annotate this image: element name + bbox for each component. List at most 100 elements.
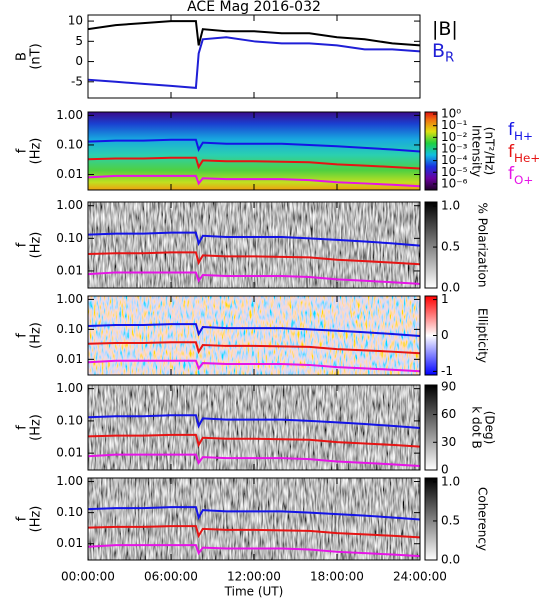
legend-name: f bbox=[508, 120, 515, 140]
plot-frame bbox=[87, 111, 421, 191]
frequency-line bbox=[88, 138, 420, 153]
y-tick-label: 0.10 bbox=[56, 231, 83, 245]
spectrogram-image bbox=[88, 296, 420, 375]
frequency-line bbox=[88, 174, 420, 188]
frequency-line bbox=[88, 414, 420, 430]
frequency-line bbox=[88, 453, 420, 467]
frequency-line bbox=[88, 251, 420, 266]
colorbar-tick-label: 1 bbox=[441, 292, 449, 306]
legend-label: BR bbox=[432, 40, 454, 66]
colorbar-label: % Polarization bbox=[476, 203, 490, 288]
colorbar bbox=[424, 111, 438, 191]
colorbar bbox=[424, 201, 438, 289]
y-axis-label: B bbox=[15, 52, 30, 61]
frequency-line bbox=[88, 156, 420, 170]
colorbar-tick-label: 10⁻² bbox=[441, 130, 468, 144]
colorbar-label: (Deg) bbox=[483, 411, 497, 445]
plot-frame bbox=[87, 384, 421, 471]
colorbar-tick-label: 10⁻⁴ bbox=[441, 153, 468, 167]
y-axis-label: (Hz) bbox=[29, 232, 44, 259]
frequency-line bbox=[88, 231, 420, 247]
plot-frame bbox=[87, 477, 421, 561]
frequency-line bbox=[88, 341, 420, 355]
frequency-line bbox=[88, 359, 420, 373]
frequency-line bbox=[88, 506, 420, 521]
x-tick-label: 18:00:00 bbox=[310, 570, 364, 584]
y-tick-label: 0.10 bbox=[56, 137, 83, 151]
y-tick-label: 1.00 bbox=[56, 474, 83, 488]
y-tick-label: 10 bbox=[68, 14, 83, 28]
y-tick-label: 0.01 bbox=[56, 263, 83, 277]
frequency-line bbox=[88, 433, 420, 448]
y-tick-label: 1.00 bbox=[56, 108, 83, 122]
y-tick-label: 5 bbox=[75, 34, 83, 48]
colorbar-tick-label: 60 bbox=[441, 407, 456, 421]
y-tick-label: 0.01 bbox=[56, 352, 83, 366]
spectrogram-image bbox=[88, 385, 420, 470]
chart-title: ACE Mag 2016-032 bbox=[187, 0, 321, 15]
y-axis-label: (Hz) bbox=[29, 138, 44, 165]
colorbar-tick-label: 30 bbox=[441, 435, 456, 449]
colorbar-tick-label: 10⁻³ bbox=[441, 141, 468, 155]
spectrogram-image bbox=[88, 478, 420, 560]
plot-frame bbox=[87, 14, 421, 99]
y-tick-label: 1.00 bbox=[56, 381, 83, 395]
y-tick-label: 0.01 bbox=[56, 446, 83, 460]
x-tick-label: 12:00:00 bbox=[227, 570, 281, 584]
y-axis-label: f bbox=[15, 242, 30, 247]
y-axis-label: (Hz) bbox=[29, 506, 44, 533]
y-axis-label: f bbox=[15, 148, 30, 153]
colorbar-tick-label: 1.0 bbox=[441, 199, 460, 213]
colorbar-label: Coherency bbox=[476, 487, 490, 551]
y-tick-label: 1.00 bbox=[56, 198, 83, 212]
colorbar-tick-label: 0 bbox=[441, 463, 449, 477]
y-tick-label: 0.10 bbox=[56, 413, 83, 427]
y-axis-label: f bbox=[15, 425, 30, 430]
y-tick-label: 0.10 bbox=[56, 322, 83, 336]
x-tick-label: 24:00:00 bbox=[393, 570, 447, 584]
legend-name: |B| bbox=[432, 18, 458, 40]
plot-frame bbox=[87, 295, 421, 376]
colorbar-tick-label: 0.0 bbox=[441, 553, 460, 567]
legend-label: fHe+ bbox=[508, 142, 540, 164]
colorbar bbox=[424, 477, 438, 561]
legend-subscript: H+ bbox=[514, 128, 533, 142]
legend-name: f bbox=[508, 142, 515, 162]
x-tick-label: 00:00:00 bbox=[61, 570, 115, 584]
series-line bbox=[88, 36, 420, 89]
colorbar-tick-label: 0 bbox=[441, 328, 449, 342]
legend-subscript: He+ bbox=[514, 150, 540, 164]
x-tick-label: 06:00:00 bbox=[144, 570, 198, 584]
legend-name: f bbox=[508, 164, 515, 184]
colorbar-tick-label: 10⁻⁶ bbox=[441, 176, 468, 190]
y-tick-label: 0 bbox=[75, 54, 83, 68]
spectrogram-image bbox=[88, 202, 420, 288]
y-axis-label: (Hz) bbox=[29, 322, 44, 349]
colorbar-tick-label: 0.5 bbox=[441, 240, 460, 254]
legend-label: fH+ bbox=[508, 120, 533, 142]
frequency-line bbox=[88, 525, 420, 539]
colorbar bbox=[424, 384, 438, 471]
colorbar-tick-label: 10⁰ bbox=[441, 107, 461, 121]
colorbar-tick-label: 1.0 bbox=[441, 474, 460, 488]
colorbar-tick-label: 0.0 bbox=[441, 281, 460, 295]
colorbar-tick-label: -1 bbox=[441, 364, 453, 378]
colorbar-label: (nT²/Hz) bbox=[483, 127, 497, 175]
colorbar-label: Intensity bbox=[470, 125, 484, 177]
spectrogram-image bbox=[88, 112, 420, 190]
y-tick-label: 0.01 bbox=[56, 167, 83, 181]
colorbar-tick-label: 10⁻⁵ bbox=[441, 165, 468, 179]
x-axis-label: Time (UT) bbox=[224, 585, 284, 599]
y-axis-label: (Hz) bbox=[29, 414, 44, 441]
y-tick-label: 0.01 bbox=[56, 536, 83, 550]
series-line bbox=[88, 20, 420, 47]
colorbar-tick-label: 90 bbox=[441, 379, 456, 393]
colorbar-label: k dot B bbox=[470, 406, 484, 448]
legend-subscript: R bbox=[445, 51, 454, 66]
legend-label: fO+ bbox=[508, 164, 533, 186]
frequency-line bbox=[88, 323, 420, 338]
y-tick-label: 1.00 bbox=[56, 292, 83, 306]
colorbar-tick-label: 0.5 bbox=[441, 513, 460, 527]
plot-frame bbox=[87, 201, 421, 289]
